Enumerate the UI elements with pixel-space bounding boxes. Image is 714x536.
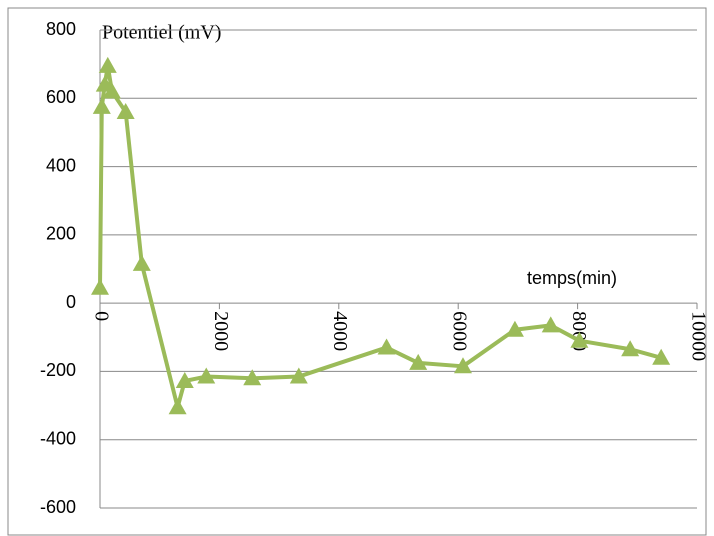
marker [116,102,135,119]
y-tick-label: -200 [40,360,76,380]
x-tick-label: 10000 [687,311,709,361]
marker [652,348,671,365]
marker [197,367,216,384]
y-axis-label: Potentiel (mV) [102,22,221,44]
marker [505,320,524,337]
marker [175,371,194,388]
y-tick-label: 800 [46,19,76,39]
marker [621,340,640,357]
marker [409,353,428,370]
marker [168,398,187,415]
x-tick-label: 6000 [449,311,471,351]
marker [453,357,472,374]
x-axis-label: temps(min) [527,268,617,288]
chart-border [7,7,707,536]
y-tick-label: -400 [40,428,76,448]
marker [377,338,396,355]
y-tick-label: 0 [66,292,76,312]
marker [289,367,308,384]
y-tick-label: 600 [46,87,76,107]
marker [570,331,589,348]
x-tick-label: 4000 [329,311,351,351]
marker [243,369,262,386]
y-tick-label: 200 [46,224,76,244]
marker [132,254,151,271]
y-tick-label: -600 [40,497,76,517]
marker [102,82,121,99]
x-tick-label: 0 [90,311,112,321]
marker [92,97,111,114]
marker [91,278,109,295]
y-tick-label: 400 [46,155,76,175]
marker [98,56,117,73]
x-tick-label: 2000 [210,311,232,351]
marker [541,316,560,333]
